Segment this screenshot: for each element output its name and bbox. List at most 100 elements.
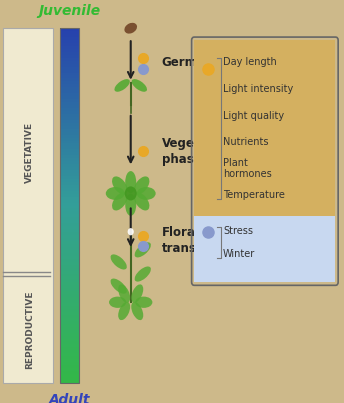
Bar	[60, 208, 79, 212]
Bar	[60, 332, 79, 336]
Bar	[60, 285, 79, 288]
Bar	[60, 161, 79, 164]
Ellipse shape	[134, 192, 149, 210]
Bar	[60, 170, 79, 173]
Bar	[60, 223, 79, 226]
Ellipse shape	[115, 79, 130, 92]
Bar	[60, 155, 79, 158]
Bar	[60, 312, 79, 315]
Ellipse shape	[125, 186, 137, 201]
Bar	[60, 164, 79, 167]
Bar	[60, 356, 79, 359]
Bar	[60, 179, 79, 182]
Bar	[60, 158, 79, 161]
Bar	[60, 291, 79, 294]
Bar	[60, 371, 79, 374]
Bar	[60, 365, 79, 368]
Bar	[60, 217, 79, 220]
Bar	[60, 306, 79, 309]
Bar	[60, 132, 79, 135]
Bar	[60, 90, 79, 93]
Bar	[60, 197, 79, 199]
Bar	[60, 81, 79, 84]
Bar	[60, 341, 79, 345]
Bar	[60, 339, 79, 341]
Bar	[60, 294, 79, 297]
Bar	[60, 108, 79, 111]
Bar	[60, 126, 79, 129]
Bar	[60, 253, 79, 256]
Bar	[60, 276, 79, 279]
Bar	[60, 111, 79, 114]
Ellipse shape	[134, 177, 149, 195]
Bar	[60, 353, 79, 356]
Bar	[60, 265, 79, 268]
Text: Stress: Stress	[223, 226, 253, 236]
Bar	[60, 377, 79, 380]
Bar	[60, 327, 79, 330]
Ellipse shape	[128, 228, 134, 235]
Bar	[60, 37, 79, 40]
Text: Floral
transition: Floral transition	[162, 226, 227, 255]
Bar	[60, 199, 79, 203]
Bar	[60, 31, 79, 34]
Bar	[60, 212, 79, 214]
Bar	[60, 203, 79, 206]
Bar	[3, 28, 53, 383]
Text: Temperature: Temperature	[223, 190, 285, 200]
Bar	[60, 214, 79, 217]
Ellipse shape	[132, 79, 147, 92]
Text: Nutrients: Nutrients	[223, 137, 268, 147]
Bar	[60, 238, 79, 241]
Bar	[60, 143, 79, 146]
Bar	[60, 229, 79, 232]
Ellipse shape	[135, 266, 151, 282]
Bar	[60, 303, 79, 306]
Ellipse shape	[109, 297, 126, 308]
Ellipse shape	[125, 23, 137, 33]
Bar	[60, 176, 79, 179]
Bar	[60, 52, 79, 55]
Text: Juvenile: Juvenile	[39, 4, 101, 18]
Bar	[60, 324, 79, 327]
Bar	[60, 274, 79, 276]
Bar	[60, 123, 79, 126]
Bar	[60, 330, 79, 332]
Bar	[60, 380, 79, 383]
Bar	[60, 40, 79, 43]
Bar	[60, 220, 79, 223]
Bar	[60, 87, 79, 90]
Bar	[60, 259, 79, 262]
Bar	[60, 93, 79, 96]
Text: VEGETATIVE: VEGETATIVE	[25, 122, 34, 183]
Bar	[60, 244, 79, 247]
Bar	[60, 61, 79, 64]
Bar	[60, 185, 79, 188]
Bar	[60, 173, 79, 176]
Ellipse shape	[110, 278, 127, 294]
Bar	[60, 182, 79, 185]
Ellipse shape	[137, 187, 155, 200]
Bar	[60, 250, 79, 253]
Bar	[60, 34, 79, 37]
Bar	[60, 152, 79, 155]
Bar	[60, 84, 79, 87]
Bar	[60, 247, 79, 250]
Bar	[60, 188, 79, 191]
Bar	[60, 279, 79, 283]
Text: Adult: Adult	[49, 393, 90, 403]
Ellipse shape	[131, 285, 143, 303]
Bar	[60, 66, 79, 70]
Bar	[60, 300, 79, 303]
Ellipse shape	[110, 254, 127, 270]
Ellipse shape	[131, 302, 143, 320]
Ellipse shape	[125, 193, 136, 216]
Bar	[60, 194, 79, 197]
Bar	[60, 49, 79, 52]
Bar	[60, 256, 79, 259]
Ellipse shape	[135, 297, 152, 308]
Bar	[60, 55, 79, 58]
Ellipse shape	[135, 242, 151, 258]
Bar	[60, 318, 79, 321]
Bar	[60, 28, 79, 31]
